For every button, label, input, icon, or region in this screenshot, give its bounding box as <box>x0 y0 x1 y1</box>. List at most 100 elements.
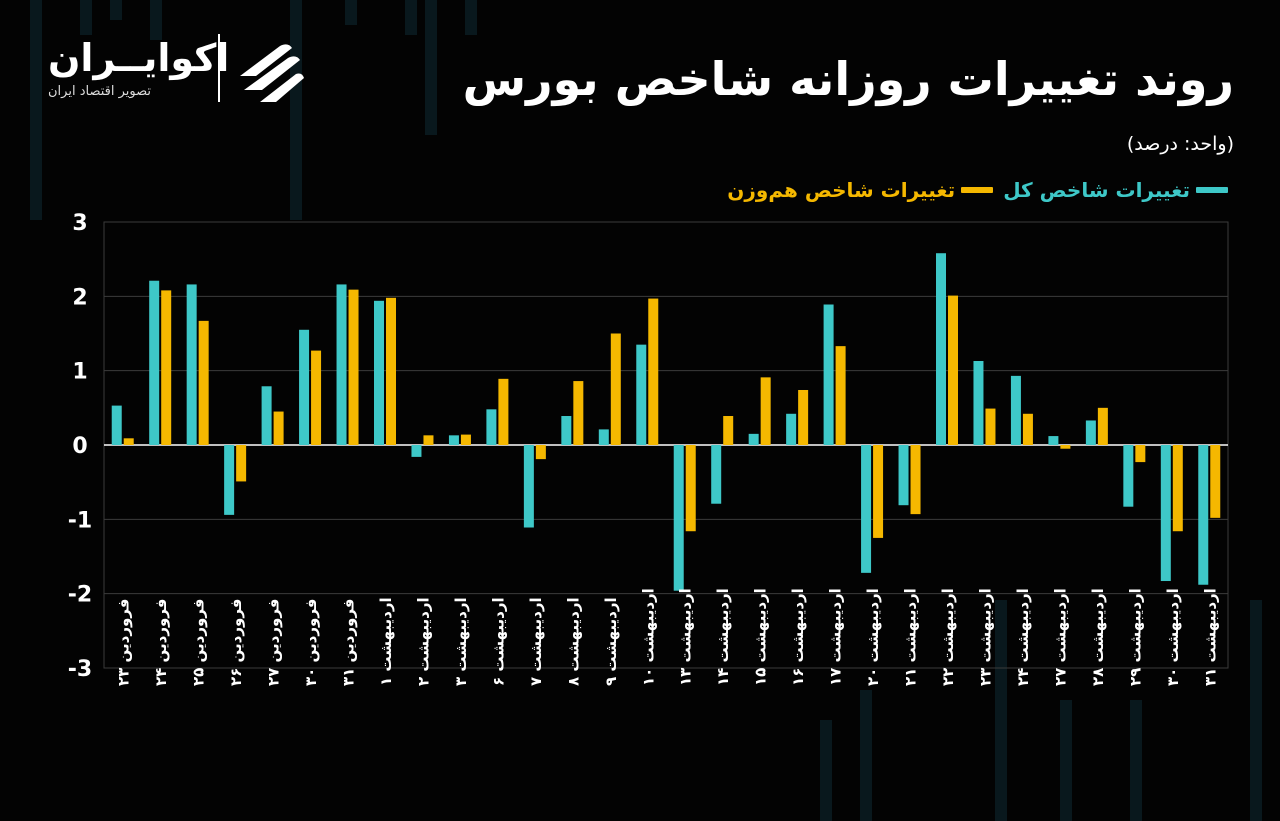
bar-total <box>261 386 272 445</box>
legend-item-total: تغییرات شاخص کل <box>1003 178 1228 202</box>
bar-equal <box>423 435 434 445</box>
legend-label-total: تغییرات شاخص کل <box>1003 178 1190 202</box>
y-tick-label: -3 <box>68 657 92 682</box>
background-candle <box>290 0 302 220</box>
bar-total <box>898 445 909 506</box>
logo: اکوایــران تصویر اقتصاد ایران <box>48 30 318 110</box>
bar-total <box>523 445 534 528</box>
x-tick-label: اردیبهشت ۱۶ <box>789 588 807 686</box>
bar-equal <box>386 297 396 445</box>
x-tick-label: اردیبهشت ۱۳ <box>677 588 695 686</box>
x-tick-label: اردیبهشت ۱۰ <box>639 588 657 686</box>
bar-total <box>224 445 235 515</box>
bar-equal <box>311 350 322 445</box>
x-tick-label: اردیبهشت ۲۹ <box>1126 588 1144 686</box>
x-tick-label: فروردین ۲۵ <box>190 599 208 686</box>
x-tick-label: اردیبهشت ۲۳ <box>976 588 994 686</box>
bar-equal <box>760 377 771 445</box>
bar-equal <box>1172 445 1183 532</box>
bar-equal <box>835 346 846 445</box>
x-tick-label: فروردین ۳۱ <box>340 599 358 686</box>
background-candle <box>1130 700 1142 821</box>
bar-total <box>936 253 946 445</box>
bar-total <box>786 413 797 445</box>
bar-total <box>374 300 384 445</box>
logo-brand: اکوایــران <box>48 36 230 80</box>
y-tick-label: -1 <box>68 508 92 533</box>
y-tick-label: 0 <box>72 434 87 459</box>
bar-total <box>823 304 834 445</box>
bar-total <box>411 445 422 457</box>
y-tick-label: -2 <box>68 583 92 608</box>
x-tick-label: اردیبهشت ۶ <box>489 597 507 686</box>
x-tick-label: اردیبهشت ۱۴ <box>714 588 732 686</box>
bar-total <box>336 284 347 445</box>
x-tick-label: اردیبهشت ۱۵ <box>752 588 770 686</box>
background-candle <box>150 0 162 40</box>
bar-equal <box>910 445 921 515</box>
bar-total <box>598 429 609 445</box>
x-tick-label: اردیبهشت ۳۰ <box>1164 588 1182 686</box>
y-tick-label: 3 <box>72 211 87 236</box>
bar-equal <box>1097 407 1108 445</box>
bar-equal <box>460 434 471 445</box>
bar-total <box>486 409 497 445</box>
x-tick-label: فروردین ۲۴ <box>152 599 170 686</box>
bar-total <box>1085 420 1096 445</box>
bar-equal <box>1060 445 1071 449</box>
y-tick-label: 2 <box>72 285 87 310</box>
bar-equal <box>873 445 884 538</box>
x-tick-label: اردیبهشت ۳۱ <box>1201 588 1219 686</box>
x-tick-label: فروردین ۲۷ <box>265 599 283 686</box>
bar-equal <box>498 378 509 445</box>
bar-equal <box>948 295 958 445</box>
bar-total <box>149 280 160 445</box>
bar-equal <box>1135 445 1146 463</box>
x-tick-label: فروردین ۲۶ <box>227 599 245 686</box>
bar-equal <box>1022 413 1033 445</box>
logo-tagline: تصویر اقتصاد ایران <box>48 84 151 99</box>
x-tick-label: اردیبهشت ۹ <box>602 597 620 686</box>
bar-total <box>636 344 647 445</box>
x-tick-label: اردیبهشت ۲۲ <box>939 588 957 686</box>
bar-total <box>673 445 684 591</box>
y-tick-label: 1 <box>72 360 87 385</box>
logo-divider <box>218 34 220 102</box>
x-tick-label: اردیبهشت ۲۴ <box>1014 588 1032 686</box>
bar-total <box>973 361 984 445</box>
legend: تغییرات شاخص کل تغییرات شاخص هم‌وزن <box>727 178 1228 202</box>
bar-equal <box>198 320 209 445</box>
background-candle <box>995 600 1007 821</box>
bar-total <box>561 416 572 445</box>
bar-total <box>1198 445 1209 585</box>
bar-total <box>111 405 122 445</box>
background-candle <box>405 0 417 35</box>
x-tick-label: اردیبهشت ۲۸ <box>1089 588 1107 686</box>
background-candle <box>345 0 357 25</box>
x-tick-label: اردیبهشت ۱۷ <box>827 588 845 686</box>
x-tick-label: اردیبهشت ۳ <box>452 597 470 686</box>
bar-total <box>1010 375 1021 445</box>
x-tick-label: اردیبهشت ۲۱ <box>902 588 920 686</box>
bar-equal <box>348 289 359 445</box>
bar-equal <box>535 445 546 460</box>
bar-total <box>186 284 197 445</box>
bar-total <box>1123 445 1134 507</box>
x-tick-label: اردیبهشت ۲۰ <box>864 588 882 686</box>
background-candle <box>1250 600 1262 821</box>
chart-title: روند تغییرات روزانه شاخص بورس <box>462 52 1234 106</box>
bar-total <box>861 445 872 573</box>
background-candle <box>1060 700 1072 821</box>
x-tick-label: اردیبهشت ۷ <box>527 597 545 686</box>
logo-mark-icon <box>240 44 304 102</box>
bar-equal <box>610 333 621 445</box>
bar-equal <box>1210 445 1221 518</box>
x-tick-label: اردیبهشت ۸ <box>564 597 582 686</box>
bar-equal <box>648 298 659 445</box>
bar-total <box>748 433 759 445</box>
bar-equal <box>985 408 996 445</box>
background-candle <box>110 0 122 20</box>
bar-equal <box>236 445 247 482</box>
bar-total <box>1160 445 1171 582</box>
bar-equal <box>161 290 172 445</box>
